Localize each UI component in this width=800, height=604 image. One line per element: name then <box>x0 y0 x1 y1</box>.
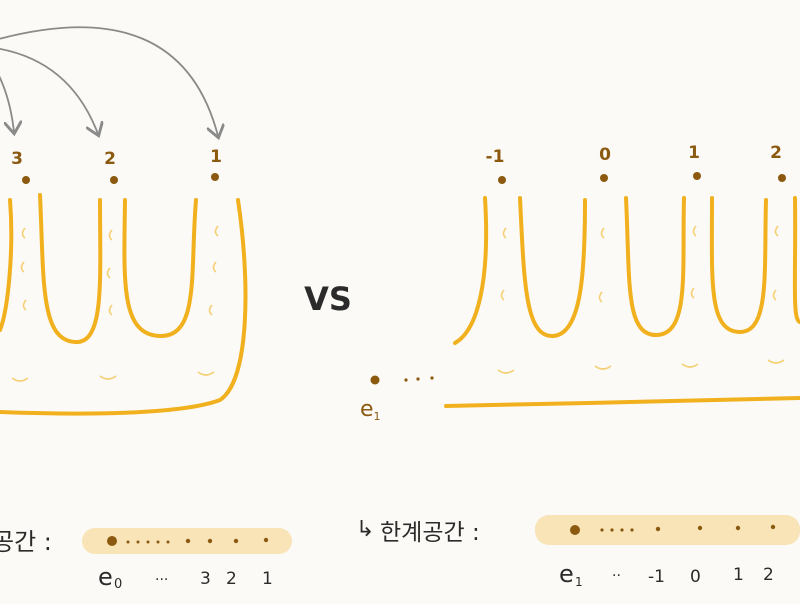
right-label-minus1: -1 <box>486 147 505 167</box>
svg-text:0: 0 <box>690 567 701 587</box>
svg-text:-1: -1 <box>648 567 665 587</box>
left-label-1: 1 <box>210 147 222 167</box>
vs-label: VS <box>304 280 352 318</box>
right-point-0 <box>600 174 608 182</box>
svg-text:2: 2 <box>763 565 774 585</box>
e1-point <box>370 375 380 385</box>
svg-text:2: 2 <box>226 569 237 589</box>
right-diagram: -1 0 1 2 e1 <box>356 143 800 589</box>
svg-text:1: 1 <box>733 565 744 585</box>
right-strip-band <box>535 515 800 545</box>
left-axis-labels: e 0 ··· 3 2 1 <box>98 563 273 592</box>
left-strip-dots <box>107 536 269 546</box>
arrow-to-3 <box>0 75 14 132</box>
svg-text:3: 3 <box>200 569 211 589</box>
e1-ellipsis <box>404 376 434 382</box>
e1-label: e1 <box>360 397 381 423</box>
left-point-3 <box>22 176 30 184</box>
left-tick-marks <box>11 225 219 382</box>
right-label-0: 0 <box>599 145 611 165</box>
svg-text:1: 1 <box>262 569 273 589</box>
left-strip-text: 공간 : <box>0 528 52 556</box>
svg-text:···: ··· <box>155 572 168 588</box>
right-strip-arrow: ↳ <box>356 517 374 542</box>
left-label-3: 3 <box>11 149 23 169</box>
svg-text:0: 0 <box>114 577 122 592</box>
right-tick-marks <box>497 225 785 374</box>
svg-text:e: e <box>98 563 113 591</box>
left-point-1 <box>211 173 219 181</box>
svg-text:··: ·· <box>612 568 621 584</box>
right-axis-labels: e 1 ·· -1 0 1 2 <box>559 560 774 589</box>
right-label-2: 2 <box>770 143 782 163</box>
left-u-shapes <box>0 193 248 416</box>
arrow-to-2 <box>0 48 98 134</box>
left-diagram: 3 2 1 공간 : e 0 <box>0 26 292 592</box>
right-point-1 <box>693 172 701 180</box>
arrow-to-1 <box>0 26 218 136</box>
right-u-shapes <box>444 196 800 408</box>
right-point-2 <box>778 174 786 182</box>
right-strip-dots <box>570 524 776 535</box>
right-label-1: 1 <box>688 143 700 163</box>
svg-text:e: e <box>559 560 574 588</box>
left-point-2 <box>110 176 118 184</box>
right-point-minus1 <box>498 176 506 184</box>
svg-text:1: 1 <box>575 575 583 589</box>
left-label-2: 2 <box>104 149 116 169</box>
right-strip-text: 한계공간 : <box>380 520 480 546</box>
